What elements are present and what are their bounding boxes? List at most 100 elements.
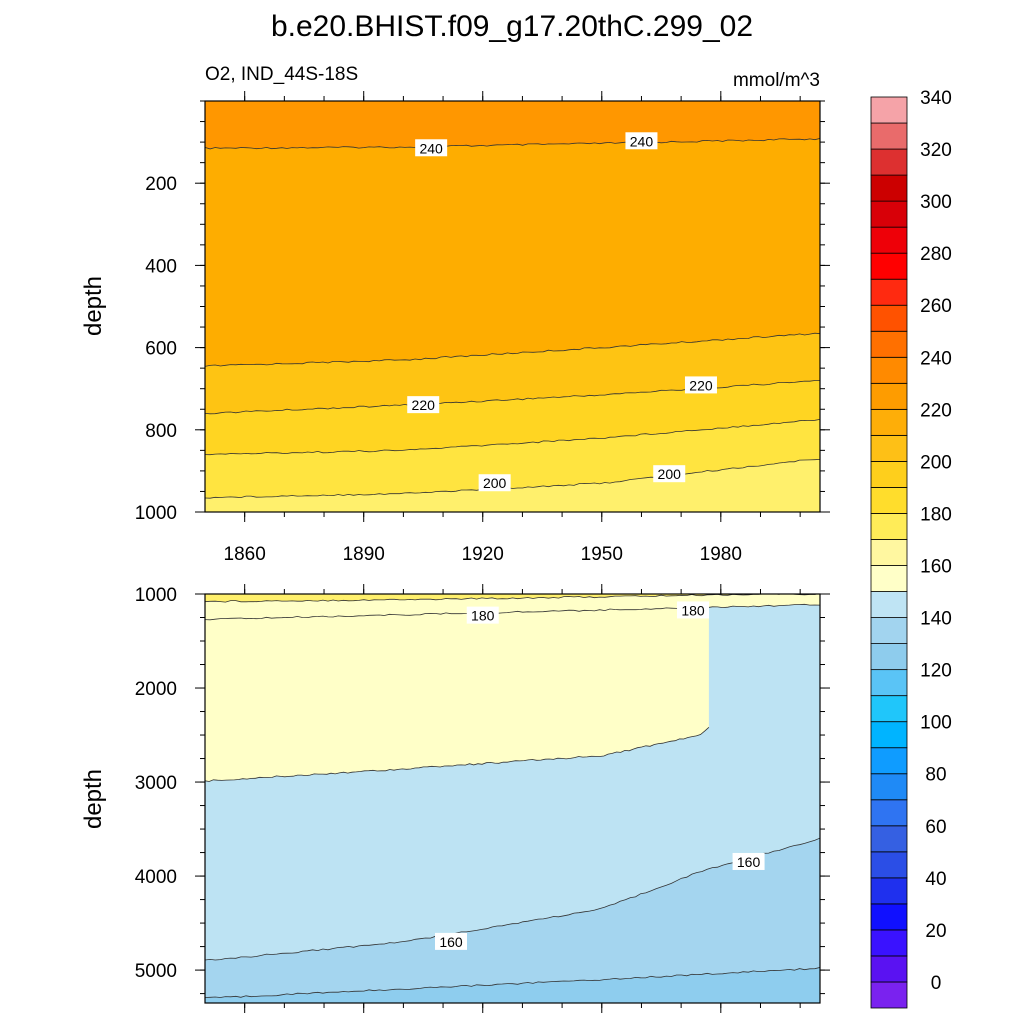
contour-line xyxy=(205,603,820,621)
contour-label-box xyxy=(625,132,658,150)
contour-line xyxy=(205,332,820,367)
colorbar-tick-label: 180 xyxy=(920,504,952,525)
colorbar-swatch xyxy=(870,929,908,957)
colorbar-swatch xyxy=(870,955,908,983)
colorbar-swatch xyxy=(870,252,908,280)
contour-line xyxy=(205,138,820,150)
contour-label-box xyxy=(732,852,765,870)
contour-label: 200 xyxy=(483,475,507,491)
colorbar-tick-label: 260 xyxy=(920,296,952,317)
colorbar-swatch xyxy=(870,903,908,931)
contour-band xyxy=(205,594,709,782)
colorbar-swatch xyxy=(870,382,908,410)
contour-label-box xyxy=(415,139,448,157)
y-tick-label: 400 xyxy=(145,256,177,277)
colorbar-tick-label: 300 xyxy=(920,192,952,213)
y-tick-label: 200 xyxy=(145,174,177,195)
colorbar-tick-label: 160 xyxy=(920,557,952,578)
contour-fill-group xyxy=(205,101,820,512)
y-tick-label: 4000 xyxy=(135,867,177,888)
contour-band xyxy=(205,101,820,149)
colorbar-tick-label: 320 xyxy=(920,140,952,161)
colorbar-swatch xyxy=(870,356,908,384)
chart-title: b.e20.BHIST.f09_g17.20thC.299_02 xyxy=(271,10,753,43)
colorbar-tick-label: 240 xyxy=(920,348,952,369)
x-tick-label: 1980 xyxy=(700,544,742,565)
colorbar-swatch xyxy=(870,643,908,671)
y-tick-label: 1000 xyxy=(135,503,177,524)
colorbar-swatch xyxy=(870,669,908,697)
variable-region-label: O2, IND_44S-18S xyxy=(205,64,358,85)
colorbar-swatch xyxy=(870,200,908,228)
contour-label: 220 xyxy=(689,377,713,393)
contour-line xyxy=(205,419,820,456)
colorbar-swatch xyxy=(870,434,908,462)
contour-label: 200 xyxy=(658,466,682,482)
contour-label-box xyxy=(466,606,499,624)
colorbar-tick-label: 120 xyxy=(920,661,952,682)
colorbar-swatch xyxy=(870,330,908,358)
colorbar-tick-label: 0 xyxy=(931,973,942,994)
y-axis-title-upper: depth xyxy=(80,276,107,336)
y-tick-label: 800 xyxy=(145,421,177,442)
colorbar-tick-label: 40 xyxy=(925,869,946,890)
contour-label: 160 xyxy=(737,854,761,870)
x-tick-label: 1890 xyxy=(343,544,385,565)
colorbar-swatch xyxy=(870,122,908,150)
colorbar-swatch xyxy=(870,226,908,254)
contour-line xyxy=(205,967,820,998)
colorbar-swatch xyxy=(870,695,908,723)
colorbar-swatch xyxy=(870,747,908,775)
y-axis-title-lower: depth xyxy=(80,769,107,829)
units-label: mmol/m^3 xyxy=(733,70,820,91)
contour-line xyxy=(205,380,820,415)
colorbar-swatch xyxy=(870,877,908,905)
lower-panel: 1000 2000 3000 4000 5000 180 180 160 160 xyxy=(135,584,830,1013)
contour-label: 180 xyxy=(471,608,495,624)
colorbar-swatch xyxy=(870,773,908,801)
colorbar-tick-label: 280 xyxy=(920,244,952,265)
contour-label: 240 xyxy=(630,133,654,149)
contour-label-box xyxy=(653,465,686,483)
x-tick-label: 1920 xyxy=(462,544,504,565)
colorbar-tick-label: 100 xyxy=(920,713,952,734)
colorbar-swatch xyxy=(870,851,908,879)
colorbar: 0 20 40 60 80 100 120 140 160 180 200 220 240 260 280 3… xyxy=(870,88,952,1009)
colorbar-swatch xyxy=(870,513,908,540)
y-tick-label: 3000 xyxy=(135,773,177,794)
colorbar-tick-label: 200 xyxy=(920,452,952,473)
contour-band xyxy=(205,101,820,367)
colorbar-swatch xyxy=(870,721,908,749)
contour-line xyxy=(205,459,820,499)
colorbar-tick-label: 140 xyxy=(920,609,952,630)
colorbar-swatch xyxy=(870,799,908,827)
colorbar-swatch xyxy=(870,408,908,436)
colorbar-swatch xyxy=(870,174,908,202)
contour-label: 220 xyxy=(412,397,436,413)
colorbar-tick-label: 80 xyxy=(925,765,946,786)
colorbar-tick-label: 220 xyxy=(920,400,952,421)
colorbar-tick-label: 20 xyxy=(925,921,946,942)
contour-label: 240 xyxy=(419,140,443,156)
y-tick-label: 5000 xyxy=(135,961,177,982)
y-tick-label: 2000 xyxy=(135,679,177,700)
contour-line xyxy=(205,837,820,961)
colorbar-swatch xyxy=(870,304,908,332)
colorbar-swatch xyxy=(870,148,908,176)
colorbar-swatch xyxy=(870,539,908,566)
panel-frame xyxy=(204,593,821,1004)
colorbar-swatch xyxy=(870,565,908,592)
contour-label-box xyxy=(435,932,467,950)
upper-panel: 200 400 600 800 1000 240 240 220 220 200 200 xyxy=(135,91,830,524)
contour-line xyxy=(205,727,710,782)
x-tick-label: 1860 xyxy=(224,544,266,565)
colorbar-swatch xyxy=(870,591,908,618)
y-tick-label: 600 xyxy=(145,339,177,360)
colorbar-swatch xyxy=(870,460,908,488)
contour-label-box xyxy=(407,396,440,414)
colorbar-tick-label: 60 xyxy=(925,817,946,838)
x-axis-ticks: 1860 1890 1920 1950 1980 xyxy=(224,544,742,565)
contour-label-box xyxy=(478,474,511,492)
contour-label-box xyxy=(677,601,710,619)
